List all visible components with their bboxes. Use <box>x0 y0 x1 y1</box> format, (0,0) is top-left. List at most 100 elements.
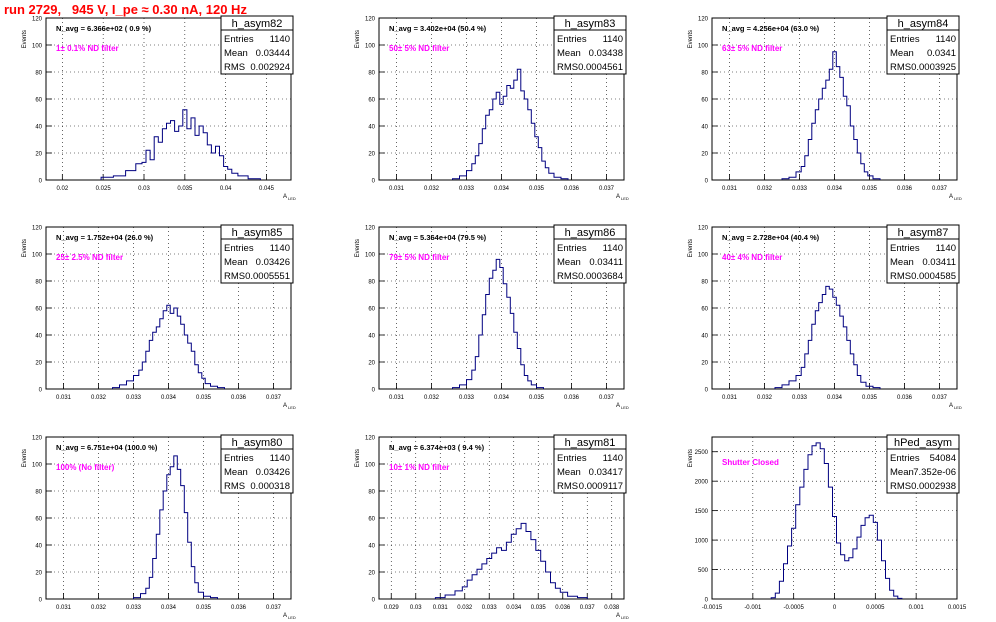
y-tick-label: 120 <box>32 436 43 442</box>
x-tick-label: 0.036 <box>897 186 913 192</box>
navg-annotation: N_avg = 3.402e+04 (50.4 %) <box>389 24 487 33</box>
y-tick-label: 100 <box>32 463 43 469</box>
stats-label: Mean <box>557 467 581 478</box>
stats-value: 1140 <box>936 34 956 45</box>
y-tick-label: 20 <box>35 571 42 577</box>
navg-annotation: N_avg = 1.752e+04 (26.0 %) <box>56 233 154 242</box>
y-tick-label: 120 <box>698 17 709 23</box>
histogram-series <box>434 522 588 599</box>
y-tick-label: 40 <box>35 544 42 550</box>
stats-label: Entries <box>224 453 254 464</box>
stats-label: RMS <box>890 62 911 73</box>
navg-annotation: N_avg = 4.256e+04 (63.0 %) <box>722 24 820 33</box>
stats-box <box>886 434 960 494</box>
y-axis-title: Events <box>22 239 28 257</box>
stats-value: 1140 <box>270 243 290 254</box>
stats-label: Entries <box>224 243 254 254</box>
x-axis-title: A <box>949 403 953 409</box>
x-tick-label: 0.034 <box>161 395 177 401</box>
histogram-name: h_asym83 <box>565 18 616 30</box>
x-tick-label: 0.033 <box>482 605 498 611</box>
navg-annotation: N_avg = 5.364e+04 (79.5 %) <box>389 233 487 242</box>
panel-hPed_asym: 0 500 1000 1500 2000 2500 -0.0015 -0.001 -0.0005… <box>688 434 967 611</box>
x-tick-label: 0.032 <box>91 605 107 611</box>
y-tick-label: 0 <box>372 388 376 394</box>
y-tick-label: 100 <box>32 44 43 50</box>
x-tick-label: 0.029 <box>384 605 400 611</box>
y-tick-label: 100 <box>365 463 376 469</box>
y-tick-label: 120 <box>365 17 376 23</box>
y-tick-label: 1500 <box>695 509 709 515</box>
y-axis-title: Events <box>688 30 694 48</box>
stats-label: Mean <box>557 257 581 268</box>
x-tick-label: 0.033 <box>459 395 475 401</box>
stats-label: RMS <box>890 271 911 282</box>
x-tick-label: 0.032 <box>757 395 773 401</box>
navg-annotation: N_avg = 6.366e+02 ( 0.9 %) <box>56 24 152 33</box>
x-tick-label: -0.0015 <box>702 605 723 611</box>
x-axis-title: A <box>616 613 620 619</box>
x-tick-label: 0.03 <box>410 605 422 611</box>
y-tick-label: 40 <box>368 544 375 550</box>
x-tick-label: 0.034 <box>827 186 843 192</box>
x-tick-label: 0.034 <box>506 605 522 611</box>
stats-value: 0.03438 <box>589 48 623 59</box>
navg-annotation: N_avg = 6.374e+03 ( 9.4 %) <box>389 443 485 452</box>
filter-annotation: 1± 0.1% ND filter <box>56 44 119 53</box>
y-tick-label: 80 <box>701 71 708 77</box>
x-tick-label: 0.031 <box>389 395 405 401</box>
y-axis-title: Events <box>355 239 361 257</box>
y-tick-label: 40 <box>701 125 708 131</box>
stats-value: 1140 <box>270 453 290 464</box>
y-tick-label: 20 <box>35 361 42 367</box>
x-tick-label: -0.001 <box>744 605 762 611</box>
x-tick-label: 0.033 <box>792 395 808 401</box>
y-tick-label: 120 <box>32 226 43 232</box>
y-tick-label: 1000 <box>695 539 709 545</box>
x-tick-label: -0.0005 <box>783 605 804 611</box>
histogram-series <box>133 455 218 599</box>
x-tick-label: 0.033 <box>792 186 808 192</box>
x-tick-label: 0.031 <box>389 186 405 192</box>
stats-label: RMS <box>557 62 578 73</box>
x-axis-subscript: LED <box>288 615 296 620</box>
stats-value: 0.03426 <box>256 467 290 478</box>
x-tick-label: 0.04 <box>220 186 232 192</box>
x-tick-label: 0.033 <box>459 186 475 192</box>
stats-value: 54084 <box>930 453 956 464</box>
stats-label: Entries <box>890 453 920 464</box>
x-axis-title: A <box>616 194 620 200</box>
x-axis-title: A <box>949 194 953 200</box>
x-tick-label: 0.037 <box>580 605 596 611</box>
y-tick-label: 80 <box>35 490 42 496</box>
x-tick-label: 0.0005 <box>866 605 885 611</box>
stats-label: Entries <box>557 243 587 254</box>
y-tick-label: 40 <box>701 334 708 340</box>
stats-label: Mean <box>224 48 248 59</box>
x-tick-label: 0.034 <box>827 395 843 401</box>
y-tick-label: 0 <box>39 598 43 604</box>
y-tick-label: 20 <box>701 152 708 158</box>
y-tick-label: 2000 <box>695 480 709 486</box>
stats-label: RMS <box>557 271 578 282</box>
x-tick-label: 0.032 <box>91 395 107 401</box>
panel-h_asym82: 0 20 40 60 80 100 120 0.02 0.025 0.03 0.035 0.04 0.0… <box>22 15 296 201</box>
panel-h_asym81: 0 20 40 60 80 100 120 0.029 0.03 0.031 0.032 0.033 0… <box>355 434 629 620</box>
x-tick-label: 0.035 <box>529 395 545 401</box>
x-tick-label: 0.033 <box>126 605 142 611</box>
histogram-series <box>452 258 544 389</box>
stats-box <box>886 15 960 75</box>
y-tick-label: 100 <box>698 44 709 50</box>
x-tick-label: 0.0015 <box>948 605 967 611</box>
x-tick-label: 0.031 <box>722 186 738 192</box>
x-tick-label: 0.032 <box>457 605 473 611</box>
stats-box <box>553 224 627 284</box>
x-tick-label: 0 <box>833 605 837 611</box>
y-axis-title: Events <box>355 449 361 467</box>
x-tick-label: 0.036 <box>555 605 571 611</box>
stats-label: Entries <box>224 34 254 45</box>
x-tick-label: 0.02 <box>56 186 68 192</box>
x-tick-label: 0.035 <box>862 395 878 401</box>
y-tick-label: 60 <box>368 307 375 313</box>
